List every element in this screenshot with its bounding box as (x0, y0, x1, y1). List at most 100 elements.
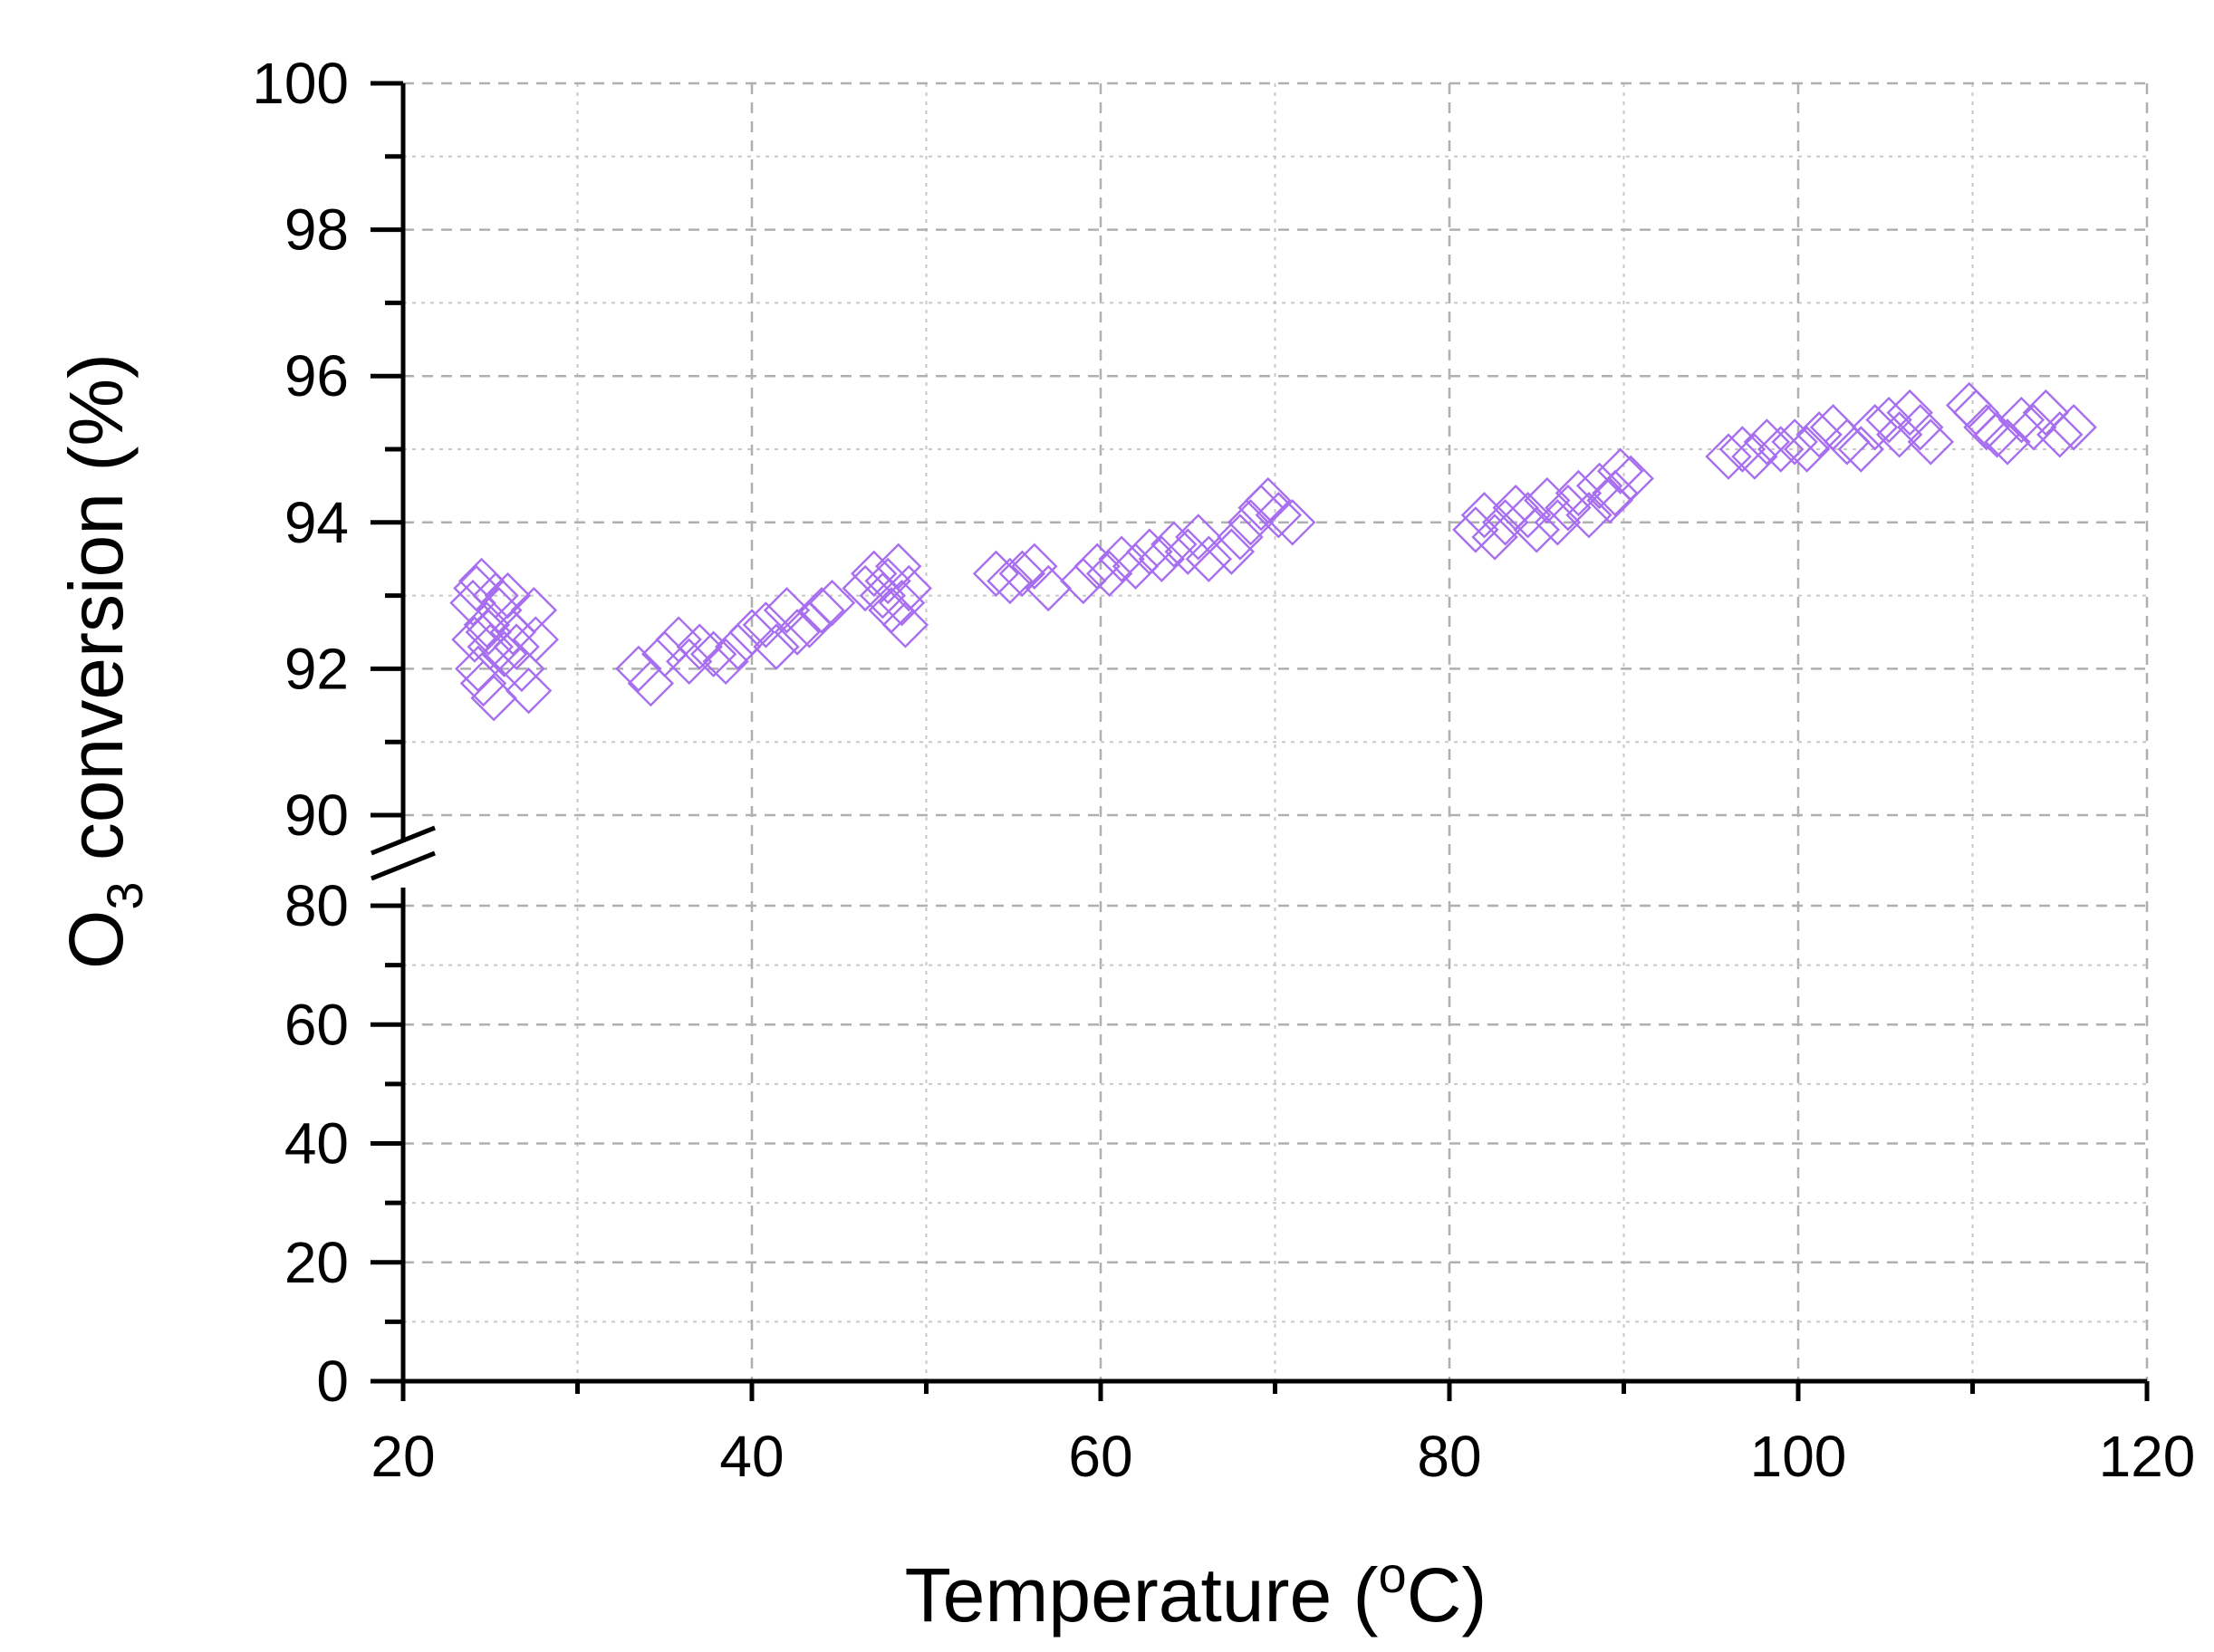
y-axis-title: O3 conversion (%) (53, 353, 153, 969)
data-point (1513, 506, 1560, 553)
data-point (505, 667, 553, 715)
axis-break-mark (371, 825, 436, 856)
data-point (842, 564, 889, 612)
data-point (1481, 499, 1529, 546)
grid-lines (403, 82, 2149, 1381)
y-tick-label: 0 (316, 1349, 349, 1414)
data-point (742, 601, 790, 648)
data-point (463, 601, 511, 648)
data-point (864, 557, 911, 605)
data-point (753, 623, 800, 670)
data-point (1255, 492, 1303, 539)
data-point (493, 623, 540, 670)
data-point (1085, 550, 1133, 598)
data-point (987, 557, 1034, 605)
data-point (1471, 514, 1518, 561)
data-point (1126, 528, 1173, 575)
data-point (1771, 418, 1818, 466)
data-point (1452, 506, 1499, 553)
data-point (998, 550, 1046, 598)
x-tick-label: 40 (719, 1424, 784, 1489)
y-tick-label: 92 (284, 636, 349, 701)
axes (371, 81, 2150, 1401)
data-point (878, 579, 926, 627)
data-point (2010, 404, 2057, 451)
data-point (1865, 396, 1912, 444)
data-point (885, 564, 932, 612)
data-point (1718, 426, 1766, 473)
data-point (470, 675, 517, 722)
data-point (1852, 404, 1899, 451)
x-axis-title: Temperature (oC) (905, 1546, 1487, 1638)
data-point (676, 623, 723, 670)
data-point (1534, 499, 1582, 546)
data-point (1783, 426, 1831, 473)
data-point (476, 587, 523, 634)
data-point (510, 587, 558, 634)
tick-labels: 20 40 60 80 100 120 90 92 94 96 98 100 0 20 40 60 80 (252, 51, 2195, 1489)
data-point (728, 609, 775, 656)
data-point (484, 571, 532, 620)
data-point (666, 638, 713, 686)
data-point (1504, 492, 1552, 539)
data-point (1565, 492, 1612, 539)
data-point (1011, 543, 1058, 590)
data-point (1997, 396, 2046, 444)
data-point (1596, 447, 1644, 495)
data-point (1138, 535, 1186, 582)
data-point (1945, 381, 1993, 429)
y-tick-label: 100 (252, 51, 349, 116)
data-point (465, 609, 513, 656)
data-point (1984, 418, 2031, 466)
data-point (1592, 469, 1639, 517)
data-point (1731, 433, 1778, 480)
x-tick-label: 60 (1068, 1424, 1132, 1489)
data-point (451, 616, 498, 663)
data-point (972, 550, 1020, 598)
data-point (615, 645, 662, 693)
y-tick-label: 40 (284, 1111, 349, 1177)
data-point (1837, 426, 1884, 473)
data-point (1555, 469, 1603, 517)
axis-break-mark (371, 850, 436, 881)
data-point (1150, 521, 1198, 568)
data-point (2036, 411, 2084, 458)
x-tick-label: 120 (2099, 1424, 2196, 1489)
y-tick-label: 94 (284, 490, 349, 555)
data-point (1098, 535, 1145, 582)
data-point (1705, 433, 1752, 480)
data-point (1952, 389, 2000, 437)
data-point (1269, 499, 1316, 546)
data-point (1112, 543, 1160, 590)
data-point (1897, 404, 1944, 451)
y-tick-label: 60 (284, 992, 349, 1057)
data-point (453, 564, 500, 612)
data-point (2050, 404, 2097, 451)
y-tick-label: 98 (284, 197, 349, 263)
data-point (1175, 514, 1222, 561)
data-point (1073, 543, 1121, 590)
data-point (1524, 476, 1571, 524)
y-tick-label: 20 (284, 1230, 349, 1295)
data-point (2022, 389, 2070, 437)
y-tick-label: 90 (284, 783, 349, 848)
data-point (1245, 476, 1292, 524)
data-point (1208, 528, 1256, 575)
data-point (763, 587, 811, 634)
data-point (851, 550, 898, 598)
data-point (1060, 557, 1107, 605)
data-point (1907, 418, 1954, 466)
data-point (774, 609, 821, 656)
x-tick-label: 20 (371, 1424, 435, 1489)
data-points (449, 381, 2097, 722)
data-point (714, 623, 762, 670)
data-point (1757, 426, 1805, 473)
data-point (702, 638, 749, 686)
data-point (689, 630, 737, 677)
data-point (881, 601, 929, 648)
data-point (1607, 455, 1654, 503)
data-point (875, 543, 922, 590)
y-tick-label: 80 (284, 873, 349, 938)
